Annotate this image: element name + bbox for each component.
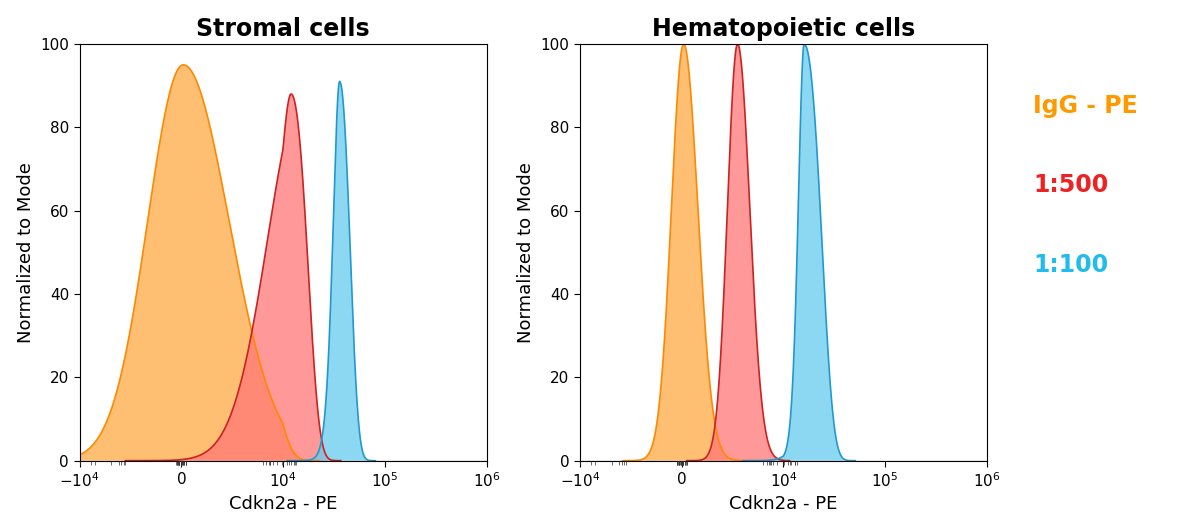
- Title: Stromal cells: Stromal cells: [196, 16, 370, 41]
- Polygon shape: [288, 82, 376, 461]
- Y-axis label: Normalized to Mode: Normalized to Mode: [17, 162, 35, 343]
- Text: IgG - PE: IgG - PE: [1033, 94, 1138, 118]
- X-axis label: Cdkn2a - PE: Cdkn2a - PE: [229, 496, 337, 514]
- Title: Hematopoietic cells: Hematopoietic cells: [651, 16, 915, 41]
- Y-axis label: Normalized to Mode: Normalized to Mode: [517, 162, 535, 343]
- Polygon shape: [125, 94, 341, 461]
- Polygon shape: [686, 44, 790, 461]
- Text: 1:500: 1:500: [1033, 173, 1108, 198]
- Text: 1:100: 1:100: [1033, 253, 1108, 277]
- Polygon shape: [79, 65, 319, 461]
- Polygon shape: [622, 44, 755, 461]
- Polygon shape: [743, 44, 855, 461]
- X-axis label: Cdkn2a - PE: Cdkn2a - PE: [730, 496, 838, 514]
